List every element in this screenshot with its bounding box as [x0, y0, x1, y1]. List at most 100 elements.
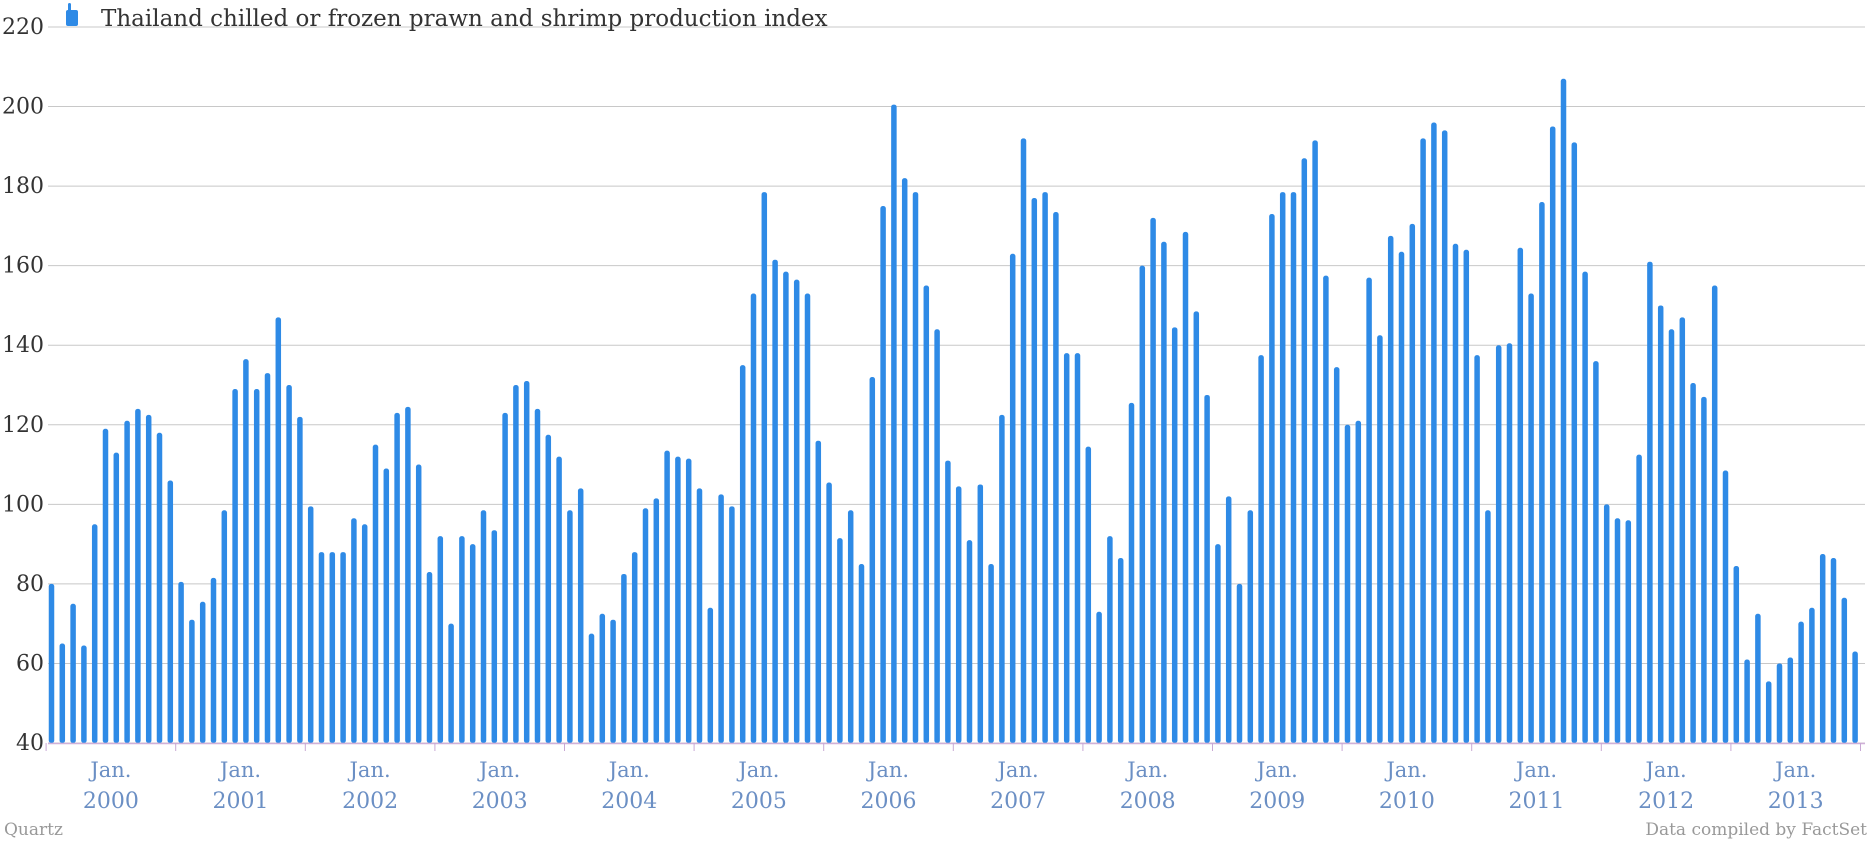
x-tick-month: Jan. — [88, 758, 131, 782]
bar — [1668, 329, 1675, 743]
y-tick-label: 120 — [2, 413, 44, 438]
bar — [469, 544, 476, 743]
bar — [934, 329, 940, 743]
bar — [189, 619, 195, 743]
bar — [81, 645, 87, 743]
bar — [1161, 241, 1167, 744]
bar — [567, 510, 573, 743]
bar — [718, 494, 724, 743]
bar — [588, 633, 595, 743]
bar — [1517, 247, 1524, 743]
bar — [1452, 243, 1459, 744]
bar — [750, 293, 757, 743]
y-tick-label: 140 — [2, 333, 44, 358]
bar — [1474, 355, 1480, 743]
bar — [459, 536, 465, 743]
bar — [275, 317, 282, 743]
bar — [167, 480, 174, 743]
bar — [1819, 554, 1826, 743]
bar — [1279, 192, 1286, 744]
bar — [556, 456, 562, 743]
x-tick-month: Jan. — [607, 758, 650, 782]
bar — [1744, 659, 1750, 743]
bar — [372, 444, 379, 743]
bar — [426, 571, 433, 743]
bar — [1323, 275, 1329, 743]
bar — [783, 271, 789, 743]
bar — [178, 581, 184, 743]
bar — [1809, 607, 1815, 743]
bar — [1614, 518, 1621, 743]
bar — [1798, 621, 1804, 743]
bar — [837, 538, 843, 743]
bar — [1711, 285, 1718, 743]
x-tick-year: 2012 — [1638, 789, 1694, 814]
bar — [1495, 345, 1502, 743]
bar — [1647, 261, 1653, 743]
bar — [405, 406, 411, 743]
bar — [1852, 651, 1858, 743]
bar — [1593, 361, 1599, 743]
bar — [1117, 558, 1124, 743]
bar — [901, 178, 908, 744]
bar — [1225, 496, 1232, 743]
y-tick-label: 200 — [2, 95, 44, 120]
bar — [1085, 446, 1092, 743]
bar — [297, 416, 303, 743]
bar — [523, 381, 530, 743]
bar — [1215, 544, 1221, 743]
bar — [1636, 454, 1642, 743]
bar — [1053, 211, 1059, 743]
bar — [966, 540, 973, 743]
bar — [1398, 251, 1405, 743]
bar — [502, 412, 508, 743]
bar — [1571, 142, 1578, 743]
x-tick-year: 2007 — [990, 789, 1046, 814]
bar — [1787, 657, 1794, 743]
bar — [307, 506, 314, 743]
bar — [1765, 681, 1772, 743]
legend: Thailand chilled or frozen prawn and shr… — [66, 3, 828, 32]
source-credit-left: Quartz — [4, 820, 63, 840]
bars — [48, 78, 1858, 744]
bar — [923, 285, 930, 743]
bar — [1247, 510, 1254, 743]
bar — [1657, 305, 1664, 743]
y-tick-label: 220 — [2, 15, 44, 40]
bar — [221, 510, 228, 743]
x-tick-year: 2005 — [731, 789, 787, 814]
bar — [1366, 277, 1372, 743]
bar — [826, 482, 832, 743]
y-tick-label: 100 — [2, 492, 44, 517]
x-tick-year: 2013 — [1768, 789, 1824, 814]
bar — [1139, 265, 1146, 743]
bar — [1722, 470, 1729, 743]
x-tick-month: Jan. — [1384, 758, 1427, 782]
bar — [815, 440, 822, 743]
bar — [1776, 663, 1783, 743]
bar — [739, 365, 746, 743]
x-tick-year: 2002 — [342, 789, 398, 814]
bar — [1582, 271, 1588, 743]
x-tick-month: Jan. — [477, 758, 520, 782]
bar — [437, 536, 444, 743]
x-tick-month: Jan. — [736, 758, 779, 782]
bar — [1258, 355, 1264, 743]
bar — [415, 464, 422, 743]
bar — [351, 518, 357, 743]
bar — [534, 408, 541, 743]
bar — [696, 488, 703, 743]
bar — [264, 373, 271, 743]
bar — [480, 510, 487, 743]
bar — [340, 552, 346, 743]
bar — [59, 643, 66, 743]
y-tick-label: 80 — [16, 572, 44, 597]
bar — [675, 456, 681, 743]
bar — [329, 552, 336, 743]
bar — [1355, 420, 1362, 743]
x-tick-month: Jan. — [218, 758, 261, 782]
bar — [1560, 78, 1567, 743]
bar — [1377, 335, 1383, 743]
bar — [545, 434, 552, 743]
